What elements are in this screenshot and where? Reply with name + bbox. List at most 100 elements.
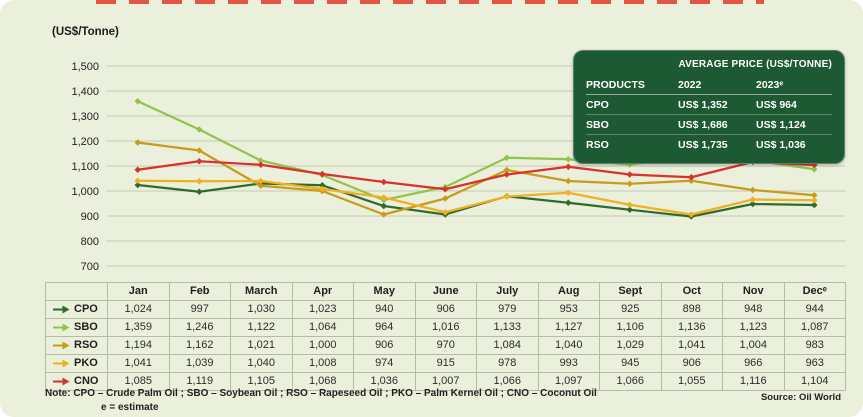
data-point-marker — [257, 182, 265, 190]
price-cell-cpo: 898 — [661, 301, 723, 319]
price-cell-cno: 1,068 — [292, 373, 354, 391]
price-cell-pko: 906 — [661, 355, 723, 373]
data-point-marker — [441, 185, 449, 193]
avg-header-2023: 2023ᵉ — [756, 78, 784, 91]
chart-area: 700 800 900 1,000 1,100 1,200 1,300 1,400 1,500 — [45, 52, 845, 282]
series-name: CNO — [74, 375, 99, 387]
data-point-marker — [380, 194, 388, 201]
data-point-marker — [134, 181, 142, 189]
price-cell-pko: 963 — [784, 355, 846, 373]
price-cell-cno: 1,085 — [108, 373, 170, 391]
price-cell-sbo: 1,016 — [415, 319, 477, 337]
data-point-marker — [564, 163, 572, 171]
average-price-panel: AVERAGE PRICE (US$/TONNE) PRODUCTS 2022 … — [573, 50, 845, 164]
month-header-feb: Feb — [169, 283, 231, 301]
price-cell-cpo: 925 — [600, 301, 662, 319]
month-header-sept: Sept — [600, 283, 662, 301]
avg-2022-value: US$ 1,735 — [678, 138, 728, 151]
data-point-marker — [626, 171, 634, 178]
series-label-pko: PKO — [46, 355, 108, 373]
data-point-marker — [380, 202, 388, 210]
month-header-jan: Jan — [108, 283, 170, 301]
data-point-marker — [810, 201, 818, 209]
legend-arrow-icon — [53, 377, 70, 386]
price-cell-sbo: 1,122 — [231, 319, 293, 337]
price-cell-cpo: 940 — [354, 301, 416, 319]
price-cell-cno: 1,104 — [784, 373, 846, 391]
price-cell-cno: 1,105 — [231, 373, 293, 391]
series-line-pko — [136, 179, 816, 216]
price-cell-pko: 966 — [723, 355, 785, 373]
data-point-marker — [318, 181, 326, 189]
data-point-marker — [626, 180, 634, 188]
legend-arrow-icon — [53, 341, 70, 350]
average-price-title: AVERAGE PRICE (US$/TONNE) — [678, 59, 832, 70]
monthly-price-table: Jan Feb March Apr May June July Aug Sept Oct Nov De… — [45, 282, 846, 391]
price-cell-cpo: 997 — [169, 301, 231, 319]
avg-2022-value: US$ 1,686 — [678, 118, 728, 131]
series-name: SBO — [74, 321, 98, 333]
month-header-apr: Apr — [292, 283, 354, 301]
data-point-marker — [257, 177, 265, 185]
footnote: Note: CPO – Crude Palm Oil ; SBO – Soybe… — [45, 387, 597, 414]
price-cell-sbo: 1,246 — [169, 319, 231, 337]
data-point-marker — [195, 126, 203, 133]
price-cell-rso: 970 — [415, 337, 477, 355]
price-cell-cpo: 1,030 — [231, 301, 293, 319]
price-cell-sbo: 1,123 — [723, 319, 785, 337]
data-point-marker — [564, 155, 572, 163]
avg-product-name: CPO — [586, 98, 609, 111]
table-corner-cell — [46, 283, 108, 301]
series-line-rso — [136, 141, 816, 216]
series-name: CPO — [74, 303, 98, 315]
price-cell-cpo: 1,023 — [292, 301, 354, 319]
price-cell-pko: 1,040 — [231, 355, 293, 373]
data-point-marker — [195, 157, 203, 165]
data-point-marker — [626, 206, 634, 214]
price-cell-rso: 1,029 — [600, 337, 662, 355]
average-price-header-row: PRODUCTS 2022 2023ᵉ — [586, 75, 832, 95]
price-cell-rso: 1,162 — [169, 337, 231, 355]
price-cell-cno: 1,116 — [723, 373, 785, 391]
month-header-dec: Decᵉ — [784, 283, 846, 301]
data-point-marker — [564, 177, 572, 185]
data-point-marker — [749, 186, 757, 194]
price-cell-cno: 1,097 — [538, 373, 600, 391]
avg-product-name: SBO — [586, 118, 609, 131]
avg-row-rso: RSO US$ 1,735 US$ 1,036 — [586, 135, 832, 154]
series-label-cpo: CPO — [46, 301, 108, 319]
price-cell-cpo: 953 — [538, 301, 600, 319]
price-cell-rso: 1,041 — [661, 337, 723, 355]
y-axis-tick: 900 — [81, 211, 99, 223]
data-point-marker — [749, 200, 757, 208]
y-axis-tick: 1,300 — [71, 111, 99, 123]
price-cell-pko: 945 — [600, 355, 662, 373]
y-axis-tick: 800 — [81, 236, 99, 248]
avg-row-sbo: SBO US$ 1,686 US$ 1,124 — [586, 115, 832, 135]
price-cell-cpo: 979 — [477, 301, 539, 319]
price-cell-sbo: 1,133 — [477, 319, 539, 337]
data-point-marker — [134, 139, 142, 146]
legend-arrow-icon — [53, 359, 70, 368]
price-cell-sbo: 1,106 — [600, 319, 662, 337]
data-point-marker — [380, 178, 388, 186]
avg-header-products: PRODUCTS — [586, 78, 645, 91]
data-point-marker — [318, 185, 326, 193]
y-axis-tick: 1,000 — [71, 186, 99, 198]
source-label: Source: Oil World — [760, 392, 841, 403]
data-point-marker — [441, 208, 449, 216]
month-header-march: March — [231, 283, 293, 301]
price-cell-cno: 1,066 — [477, 373, 539, 391]
legend-arrow-icon — [53, 323, 70, 332]
price-cell-sbo: 964 — [354, 319, 416, 337]
month-header-may: May — [354, 283, 416, 301]
data-point-marker — [195, 188, 203, 196]
avg-2023-value: US$ 1,124 — [756, 118, 806, 131]
series-label-cno: CNO — [46, 373, 108, 391]
data-point-marker — [441, 195, 449, 202]
price-cell-rso: 1,084 — [477, 337, 539, 355]
series-name: PKO — [74, 357, 98, 369]
y-axis-tick: 700 — [81, 261, 99, 273]
price-cell-pko: 993 — [538, 355, 600, 373]
price-cell-sbo: 1,127 — [538, 319, 600, 337]
